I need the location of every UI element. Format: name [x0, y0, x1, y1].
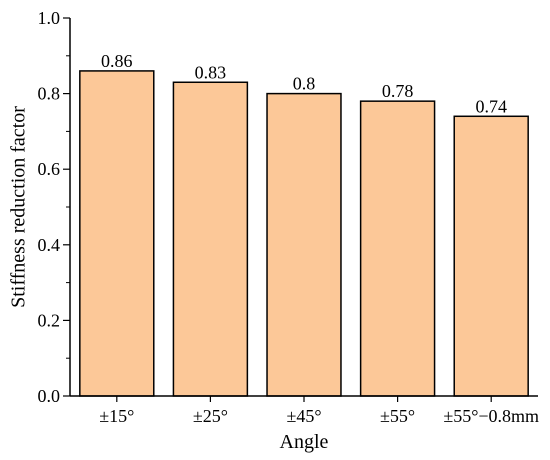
data-label: 0.8 [293, 74, 316, 94]
data-label: 0.86 [101, 51, 133, 71]
x-tick-label: ±15° [99, 406, 134, 426]
x-tick-label: ±55°−0.8mm [443, 406, 539, 426]
x-tick-label: ±55° [380, 406, 415, 426]
bars-layer [79, 70, 529, 397]
y-tick-label: 0.2 [38, 310, 61, 330]
ticks-layer [63, 17, 492, 402]
x-tick-label: ±45° [286, 406, 321, 426]
labels-layer: 0.86 ±15° 0.83 ±25° 0.8 ±45° 0.78 ±55° 0.74 ±55°−… [38, 8, 540, 426]
y-tick-label: 0.4 [38, 235, 61, 255]
bar [266, 92, 342, 397]
data-label: 0.83 [195, 62, 227, 82]
data-label: 0.78 [382, 81, 414, 101]
bar [79, 70, 155, 397]
x-axis-title: Angle [280, 431, 329, 453]
bar [453, 115, 529, 397]
y-tick-label: 0.8 [38, 84, 61, 104]
bar [172, 81, 249, 397]
y-tick-label: 0.6 [38, 159, 61, 179]
data-label: 0.74 [475, 96, 507, 116]
y-axis-title: Stiffness reduction factor [8, 106, 30, 308]
y-tick-label: 1.0 [38, 8, 61, 28]
x-tick-label: ±25° [193, 406, 228, 426]
y-tick-label: 0.0 [38, 386, 61, 406]
bar [359, 100, 436, 397]
